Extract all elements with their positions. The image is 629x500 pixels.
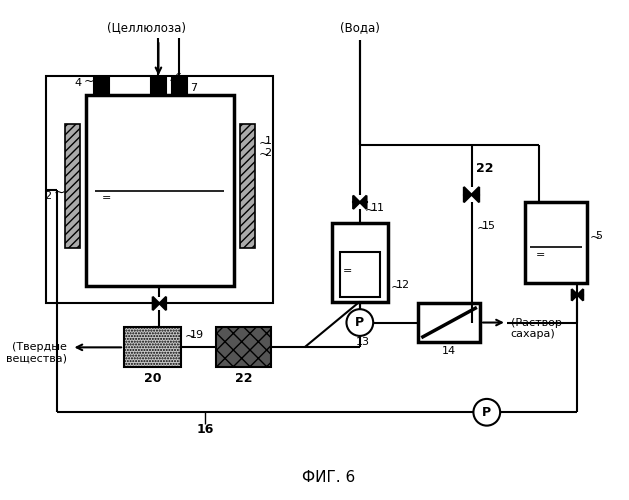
- Text: =: =: [535, 250, 545, 260]
- Bar: [240, 124, 255, 248]
- Bar: [124, 328, 181, 368]
- Polygon shape: [360, 196, 367, 209]
- Polygon shape: [353, 196, 360, 209]
- Text: ~: ~: [590, 231, 600, 244]
- Text: 22: 22: [476, 162, 494, 175]
- Bar: [46, 76, 273, 304]
- Text: (Твердые
вещества): (Твердые вещества): [6, 342, 67, 363]
- Text: ~: ~: [184, 330, 195, 344]
- Text: (Целлюлоза): (Целлюлоза): [108, 21, 186, 34]
- Text: 1: 1: [264, 136, 271, 146]
- Text: ~: ~: [391, 280, 401, 293]
- Text: 2: 2: [264, 148, 272, 158]
- Text: =: =: [343, 266, 352, 276]
- Circle shape: [474, 399, 500, 425]
- Polygon shape: [464, 187, 472, 202]
- Polygon shape: [577, 289, 583, 300]
- Text: ~: ~: [365, 204, 375, 216]
- Text: P: P: [482, 406, 491, 419]
- Text: 12: 12: [396, 280, 410, 290]
- Bar: [151, 78, 166, 96]
- Bar: [172, 78, 187, 96]
- Polygon shape: [153, 297, 159, 310]
- Text: ~: ~: [476, 222, 487, 234]
- Text: 4: 4: [75, 78, 82, 88]
- Text: (Раствор
сахара): (Раствор сахара): [511, 318, 562, 340]
- Text: 2: 2: [44, 190, 52, 200]
- Text: 5: 5: [596, 230, 603, 240]
- Text: ~: ~: [84, 74, 94, 88]
- Text: 14: 14: [442, 346, 455, 356]
- Text: ~: ~: [259, 136, 269, 149]
- Text: 16: 16: [196, 423, 214, 436]
- Bar: [525, 202, 587, 283]
- Text: 13: 13: [356, 336, 370, 346]
- Bar: [340, 252, 380, 297]
- Text: ФИГ. 6: ФИГ. 6: [302, 470, 355, 484]
- Text: 7: 7: [190, 82, 197, 92]
- Text: (Вода): (Вода): [340, 21, 380, 34]
- Text: P: P: [355, 316, 364, 329]
- Text: 6: 6: [175, 73, 182, 83]
- Bar: [65, 124, 80, 248]
- Text: ~: ~: [53, 186, 65, 200]
- Text: ~: ~: [169, 74, 179, 86]
- Text: ~: ~: [259, 148, 269, 161]
- Bar: [86, 96, 234, 286]
- Text: 20: 20: [144, 372, 162, 386]
- Bar: [418, 304, 480, 342]
- Polygon shape: [159, 297, 166, 310]
- Text: 15: 15: [482, 221, 496, 231]
- Bar: [332, 224, 387, 302]
- Polygon shape: [572, 289, 577, 300]
- Text: 19: 19: [190, 330, 204, 340]
- Circle shape: [347, 309, 373, 336]
- Text: 22: 22: [235, 372, 252, 386]
- Bar: [94, 78, 109, 96]
- Bar: [216, 328, 271, 368]
- Text: 11: 11: [370, 203, 384, 213]
- Text: =: =: [102, 194, 111, 203]
- Polygon shape: [472, 187, 479, 202]
